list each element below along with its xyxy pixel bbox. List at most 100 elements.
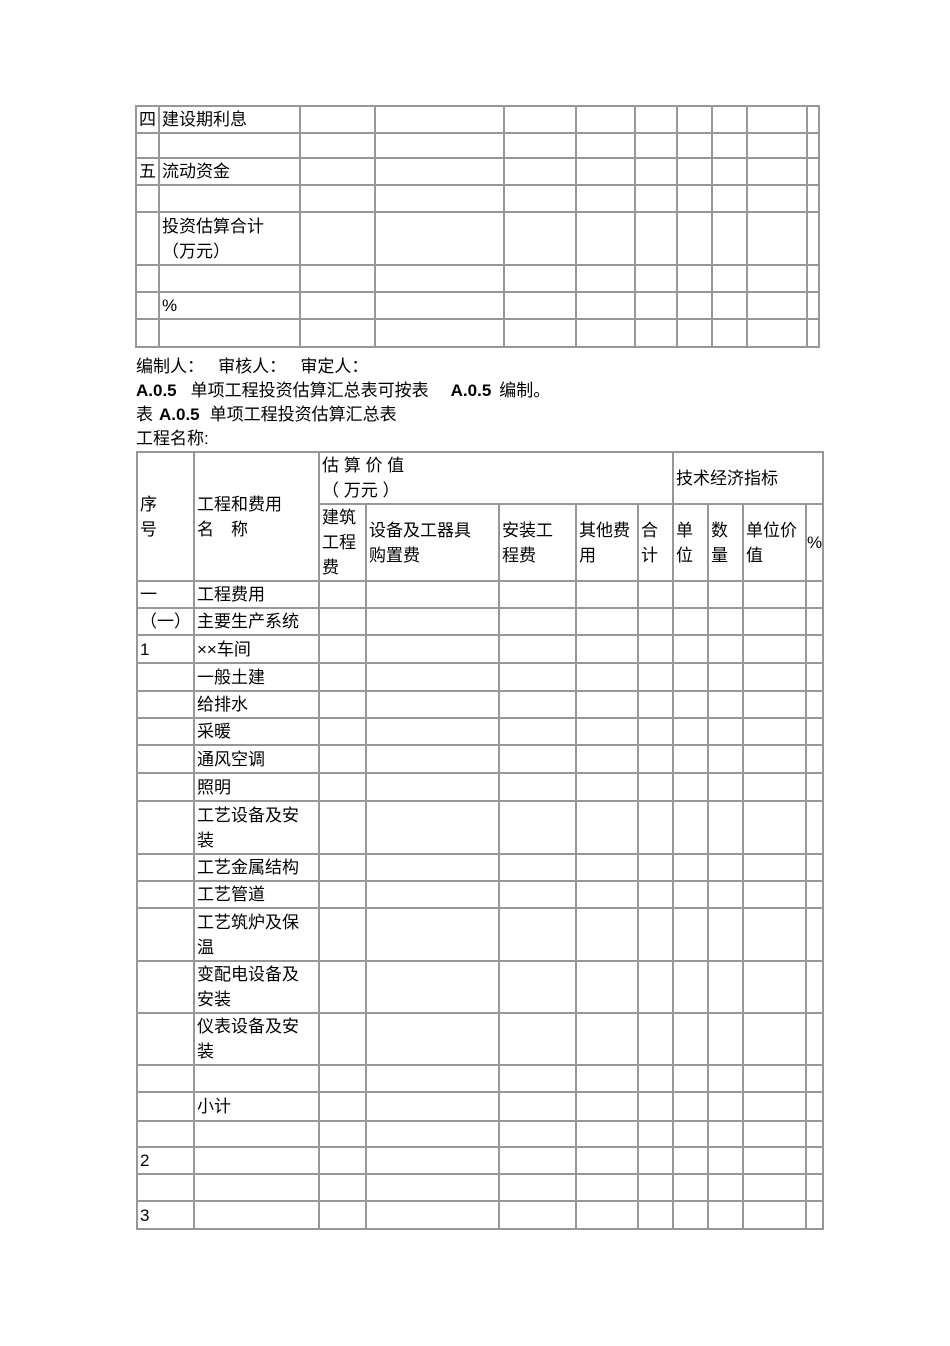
value-cell — [637, 717, 674, 746]
header-tech-economic-group: 技术经济指标 — [671, 451, 825, 505]
label-cell — [158, 184, 301, 213]
header-unit: 单 位 — [672, 503, 709, 582]
value-cell — [634, 264, 678, 293]
value-cell — [707, 1200, 744, 1230]
label-cell: 照明 — [193, 772, 320, 802]
value-cell — [299, 157, 376, 186]
value-cell — [575, 580, 639, 609]
seq-cell — [135, 211, 160, 266]
value-cell — [374, 132, 505, 159]
value-cell — [318, 607, 367, 636]
value-cell — [318, 717, 367, 746]
value-cell — [365, 1064, 500, 1093]
value-cell — [804, 634, 825, 664]
value-cell — [575, 1200, 639, 1230]
value-cell — [575, 157, 636, 186]
value-cell — [672, 1173, 709, 1202]
value-cell — [498, 853, 577, 882]
value-cell — [804, 1120, 825, 1148]
value-cell — [806, 211, 820, 266]
seq-cell — [135, 184, 160, 213]
value-cell — [299, 105, 376, 134]
value-cell — [637, 1200, 674, 1230]
value-cell — [746, 264, 808, 293]
value-cell — [634, 105, 678, 134]
value-cell — [575, 800, 639, 855]
value-cell — [575, 744, 639, 774]
value-cell — [746, 132, 808, 159]
table-row — [135, 184, 820, 213]
value-cell — [672, 744, 709, 774]
value-cell — [804, 853, 825, 882]
value-cell — [503, 105, 577, 134]
label-cell — [158, 264, 301, 293]
value-cell — [634, 318, 678, 348]
value-cell — [804, 772, 825, 802]
clause-ref-number: A.0.5 — [450, 381, 492, 400]
value-cell — [498, 580, 577, 609]
value-cell — [707, 772, 744, 802]
value-cell — [498, 1146, 577, 1175]
value-cell — [575, 132, 636, 159]
label-cell — [158, 318, 301, 348]
value-cell — [498, 960, 577, 1014]
value-cell — [672, 907, 709, 962]
value-cell — [365, 717, 500, 746]
value-cell — [676, 318, 713, 348]
value-cell — [318, 580, 367, 609]
value-cell — [711, 211, 748, 266]
value-cell — [742, 960, 807, 1014]
value-cell — [318, 1120, 367, 1148]
value-cell — [318, 1200, 367, 1230]
label-cell: 工艺管道 — [193, 880, 320, 909]
value-cell — [672, 580, 709, 609]
seq-cell — [136, 880, 195, 909]
value-cell — [806, 264, 820, 293]
value-cell — [575, 717, 639, 746]
value-cell — [318, 960, 367, 1014]
value-cell — [634, 184, 678, 213]
seq-cell — [136, 800, 195, 855]
value-cell — [637, 880, 674, 909]
label-cell: 采暖 — [193, 717, 320, 746]
value-cell — [503, 318, 577, 348]
label-cell: 工艺筑炉及保 温 — [193, 907, 320, 962]
value-cell — [804, 1012, 825, 1066]
label-cell: 工程费用 — [193, 580, 320, 609]
table-row: 投资估算合计 （万元） — [135, 211, 820, 266]
label-cell — [193, 1173, 320, 1202]
seq-cell — [136, 1064, 195, 1093]
value-cell — [318, 1173, 367, 1202]
value-cell — [676, 105, 713, 134]
value-cell — [742, 662, 807, 692]
label-cell — [193, 1146, 320, 1175]
value-cell — [707, 1146, 744, 1175]
value-cell — [637, 1064, 674, 1093]
table-row: 3 — [136, 1200, 825, 1230]
value-cell — [672, 1091, 709, 1122]
value-cell — [575, 607, 639, 636]
value-cell — [742, 690, 807, 719]
seq-cell — [136, 1091, 195, 1122]
value-cell — [742, 1200, 807, 1230]
value-cell — [711, 318, 748, 348]
value-cell — [672, 607, 709, 636]
value-cell — [575, 907, 639, 962]
value-cell — [575, 1146, 639, 1175]
value-cell — [365, 907, 500, 962]
value-cell — [365, 690, 500, 719]
seq-cell: 五 — [135, 157, 160, 186]
seq-cell: （一） — [136, 607, 195, 636]
value-cell — [804, 662, 825, 692]
value-cell — [498, 690, 577, 719]
seq-cell: 一 — [136, 580, 195, 609]
table-row: （一） 主要生产系统 — [136, 607, 825, 636]
header-row-2: 建筑 工程 费设备及工器具 购置费 安装工 程费 其他费 用合 计单 位数 量单位价… — [137, 503, 825, 582]
seq-cell: 四 — [135, 105, 160, 134]
value-cell — [498, 662, 577, 692]
value-cell — [365, 880, 500, 909]
seq-cell — [136, 772, 195, 802]
label-cell — [193, 1120, 320, 1148]
value-cell — [575, 1064, 639, 1093]
table-row: 小计 — [136, 1091, 825, 1122]
